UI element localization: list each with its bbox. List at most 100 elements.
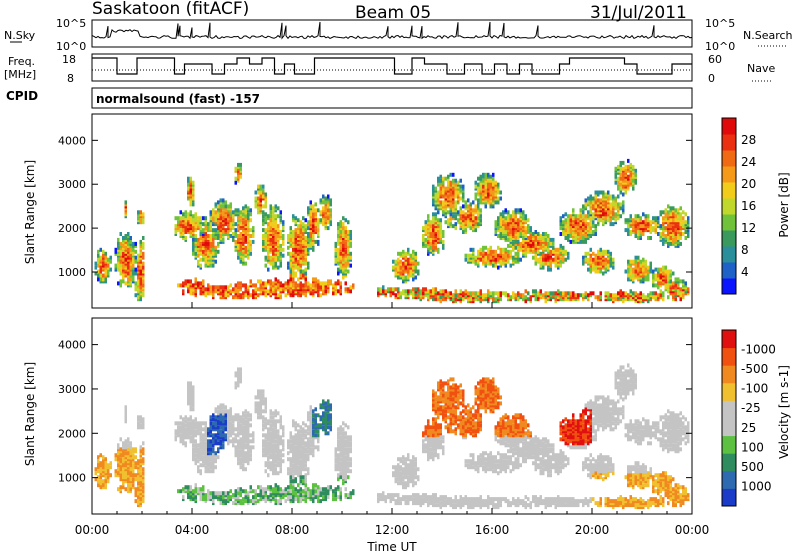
power-cell <box>189 200 192 205</box>
power-cell <box>524 214 527 219</box>
power-cell <box>682 279 685 284</box>
power-cell <box>137 253 140 258</box>
power-cell <box>609 251 612 256</box>
power-cell <box>524 230 527 234</box>
power-cell <box>94 265 97 270</box>
power-cell <box>634 259 637 264</box>
power-cell <box>619 172 622 177</box>
power-cell <box>352 283 355 288</box>
power-cell <box>544 291 547 296</box>
power-cell <box>449 192 452 197</box>
power-cell <box>444 220 447 225</box>
power-cell <box>512 218 515 223</box>
power-cell <box>512 295 515 300</box>
power-cell <box>662 241 665 246</box>
velocity-cell <box>189 381 192 386</box>
freq-right-tick-top: 60 <box>708 53 722 66</box>
power-cell <box>237 216 240 221</box>
power-cell <box>234 239 237 244</box>
y-tick-label: 2000 <box>58 222 86 235</box>
power-cell <box>377 287 380 292</box>
power-cell <box>539 259 542 264</box>
velocity-cell <box>207 493 210 498</box>
power-cell <box>629 259 632 264</box>
power-cell <box>409 289 412 294</box>
power-cell <box>502 291 505 296</box>
power-cell <box>637 230 640 234</box>
power-cell <box>222 289 225 294</box>
power-cell <box>517 239 520 244</box>
power-cell <box>564 218 567 223</box>
power-cell <box>429 289 432 294</box>
velocity-cell <box>222 491 225 496</box>
power-cell <box>632 218 635 223</box>
power-cell <box>304 228 307 233</box>
power-cell <box>532 255 535 260</box>
power-cell <box>242 291 245 296</box>
power-cell <box>564 212 567 217</box>
power-cell <box>277 279 280 284</box>
power-cell <box>269 218 272 223</box>
power-cell <box>679 279 682 284</box>
velocity-cell <box>179 421 182 426</box>
power-cell <box>657 293 660 298</box>
power-cell <box>652 279 655 284</box>
power-cell <box>279 261 282 266</box>
power-cell <box>527 228 530 233</box>
power-cell <box>632 186 635 191</box>
power-cell <box>487 247 490 252</box>
velocity-cell <box>187 417 190 422</box>
power-cell <box>327 208 330 213</box>
velocity-cell <box>99 461 102 466</box>
power-cell <box>329 279 332 284</box>
velocity-cell <box>197 447 200 452</box>
power-cell <box>462 192 465 197</box>
power-cell <box>664 226 667 231</box>
power-cell <box>569 291 572 296</box>
power-cell <box>264 255 267 260</box>
power-cell <box>289 234 292 238</box>
velocity-cell <box>204 421 207 426</box>
power-cell <box>427 289 430 294</box>
velocity-cell <box>134 447 137 452</box>
power-cell <box>494 230 497 234</box>
power-cell <box>212 247 215 252</box>
power-cell <box>262 228 265 233</box>
velocity-cell <box>124 487 127 492</box>
freq-trace <box>92 57 692 75</box>
power-cell <box>459 289 462 294</box>
power-cell <box>272 281 275 286</box>
power-cell <box>604 291 607 296</box>
power-cell <box>479 247 482 252</box>
power-cell <box>634 214 637 219</box>
velocity-cell <box>137 459 140 464</box>
power-cell <box>577 232 580 236</box>
power-cell <box>404 255 407 260</box>
velocity-cell <box>122 441 125 446</box>
power-cell <box>539 263 542 268</box>
power-cell <box>617 164 620 169</box>
power-cell <box>239 166 242 171</box>
power-cell <box>194 212 197 217</box>
power-cell <box>327 279 330 284</box>
velocity-cell <box>214 415 217 420</box>
power-cell <box>649 220 652 225</box>
power-cell <box>394 259 397 264</box>
power-cell <box>397 257 400 262</box>
power-cell <box>402 253 405 258</box>
power-cell <box>669 241 672 246</box>
velocity-cell <box>199 469 202 474</box>
power-cell <box>337 279 340 284</box>
power-cell <box>214 202 217 207</box>
power-cell <box>482 184 485 189</box>
power-cell <box>339 245 342 250</box>
velocity-cell <box>209 429 212 434</box>
power-cell <box>324 206 327 211</box>
velocity-cell <box>192 443 195 448</box>
power-cell <box>337 289 340 294</box>
power-cell <box>232 218 235 223</box>
power-cell <box>584 234 587 238</box>
power-cell <box>647 273 650 278</box>
velocity-cell <box>217 447 220 452</box>
velocity-cell <box>177 421 180 426</box>
